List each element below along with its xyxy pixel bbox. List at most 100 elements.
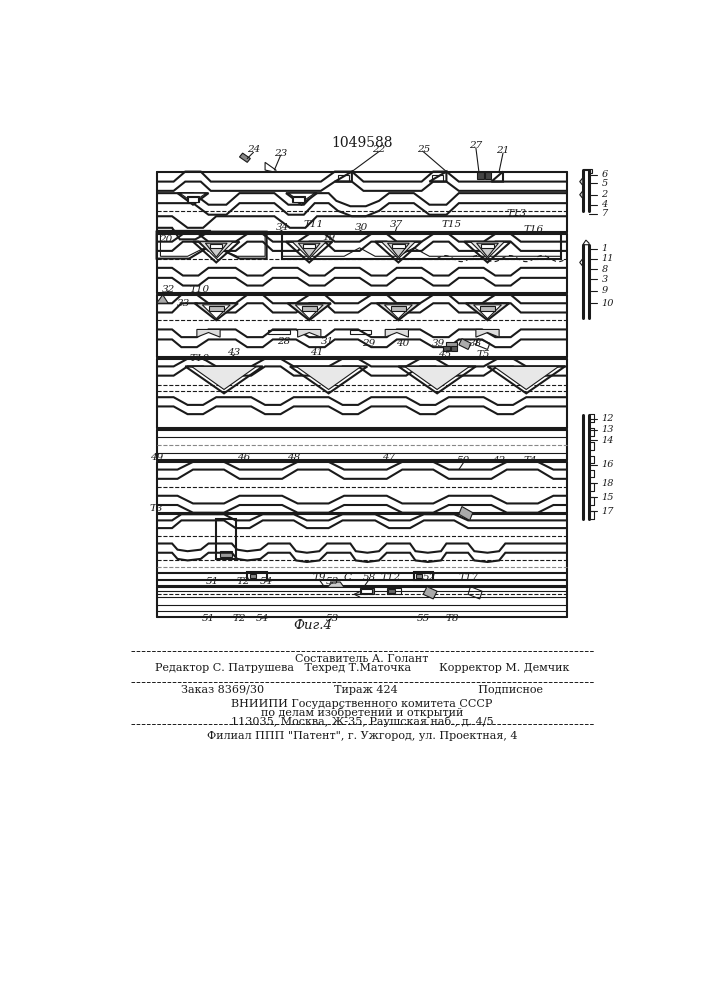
- Polygon shape: [385, 305, 412, 319]
- Bar: [247, 572, 267, 580]
- Text: 17: 17: [602, 507, 614, 516]
- Text: Редактор С. Патрушева   Техред Т.Маточка        Корректор М. Демчик: Редактор С. Патрушева Техред Т.Маточка К…: [155, 663, 569, 673]
- Bar: [187, 196, 199, 202]
- Text: 1: 1: [602, 244, 608, 253]
- Text: 2: 2: [602, 190, 608, 199]
- Text: 54: 54: [260, 578, 273, 586]
- Polygon shape: [580, 178, 583, 185]
- Text: T9: T9: [312, 573, 326, 582]
- Text: T2: T2: [233, 614, 246, 623]
- Bar: [481, 244, 493, 248]
- Polygon shape: [197, 329, 220, 337]
- Bar: [303, 244, 315, 248]
- Text: 43: 43: [228, 348, 240, 357]
- Polygon shape: [477, 243, 498, 257]
- Bar: [433, 175, 443, 181]
- Bar: [416, 574, 422, 578]
- Text: Составитель А. Голант: Составитель А. Голант: [296, 654, 428, 664]
- Polygon shape: [583, 169, 592, 173]
- Polygon shape: [381, 242, 416, 259]
- Text: 18: 18: [602, 479, 614, 488]
- Text: 41: 41: [310, 348, 324, 357]
- Bar: [216, 519, 235, 559]
- Bar: [477, 172, 484, 179]
- Bar: [220, 551, 232, 557]
- Text: 47: 47: [382, 453, 396, 462]
- Text: 33: 33: [177, 299, 190, 308]
- Polygon shape: [296, 305, 323, 319]
- Polygon shape: [240, 153, 250, 162]
- Polygon shape: [466, 303, 509, 320]
- Bar: [209, 306, 224, 311]
- Polygon shape: [156, 295, 168, 303]
- Polygon shape: [296, 366, 361, 389]
- Polygon shape: [292, 242, 327, 259]
- Text: 51: 51: [206, 578, 219, 586]
- Text: 6: 6: [602, 170, 608, 179]
- Polygon shape: [288, 193, 315, 202]
- Polygon shape: [288, 303, 331, 320]
- Text: 31: 31: [320, 337, 334, 346]
- Text: 13: 13: [602, 425, 614, 434]
- Text: T2: T2: [237, 578, 250, 586]
- Text: T8: T8: [446, 614, 460, 623]
- Text: 4: 4: [602, 200, 608, 209]
- Polygon shape: [298, 243, 320, 257]
- Text: 3: 3: [602, 275, 608, 284]
- Text: Заказ 8369/30                    Тираж 424                       Подписное: Заказ 8369/30 Тираж 424 Подписное: [181, 685, 543, 695]
- Text: 11: 11: [602, 254, 614, 263]
- Text: 53: 53: [326, 578, 339, 586]
- Polygon shape: [459, 339, 472, 349]
- Polygon shape: [404, 366, 469, 389]
- Text: 14: 14: [602, 436, 614, 445]
- Text: T5: T5: [477, 350, 491, 359]
- Text: T13: T13: [506, 209, 526, 218]
- Polygon shape: [192, 366, 257, 389]
- Polygon shape: [327, 582, 344, 587]
- Polygon shape: [476, 329, 499, 337]
- Bar: [187, 197, 199, 202]
- Text: 29: 29: [362, 339, 375, 348]
- Text: 12: 12: [602, 414, 614, 423]
- Text: 32: 32: [162, 285, 175, 294]
- Polygon shape: [423, 587, 437, 599]
- Text: 38: 38: [469, 339, 482, 348]
- Polygon shape: [206, 243, 227, 257]
- Text: 7: 7: [602, 209, 608, 218]
- Text: T12: T12: [380, 573, 401, 582]
- Polygon shape: [385, 329, 409, 337]
- Text: 25: 25: [416, 145, 430, 154]
- Bar: [451, 346, 457, 351]
- Text: T3: T3: [150, 504, 163, 513]
- Text: 9: 9: [602, 286, 608, 295]
- Text: 40: 40: [396, 339, 409, 348]
- Bar: [443, 346, 450, 351]
- Text: 46: 46: [237, 453, 250, 462]
- Bar: [293, 197, 304, 202]
- Text: T15: T15: [441, 220, 461, 229]
- Polygon shape: [177, 193, 209, 205]
- Bar: [480, 306, 495, 311]
- Text: по делам изобретений и открытий: по делам изобретений и открытий: [261, 707, 463, 718]
- Text: T10: T10: [189, 285, 209, 294]
- Polygon shape: [580, 191, 583, 199]
- Polygon shape: [194, 303, 238, 320]
- Text: T17: T17: [458, 573, 478, 582]
- Text: 27: 27: [469, 141, 482, 150]
- Bar: [301, 306, 317, 311]
- Text: 37: 37: [390, 220, 404, 229]
- Text: 23: 23: [274, 149, 287, 158]
- Text: 34: 34: [276, 223, 288, 232]
- Polygon shape: [387, 243, 409, 257]
- Text: Фиг.4: Фиг.4: [293, 619, 332, 632]
- Text: 39: 39: [432, 339, 445, 348]
- Text: 55: 55: [416, 614, 430, 623]
- Text: 113035, Москва, Ж-35, Раушская наб., д. 4/5: 113035, Москва, Ж-35, Раушская наб., д. …: [230, 716, 493, 727]
- Polygon shape: [470, 242, 505, 259]
- Bar: [338, 175, 349, 181]
- Text: T4: T4: [523, 456, 537, 465]
- Polygon shape: [493, 366, 559, 389]
- Text: 15: 15: [602, 493, 614, 502]
- Text: 51: 51: [202, 614, 215, 623]
- Text: T10: T10: [189, 354, 209, 363]
